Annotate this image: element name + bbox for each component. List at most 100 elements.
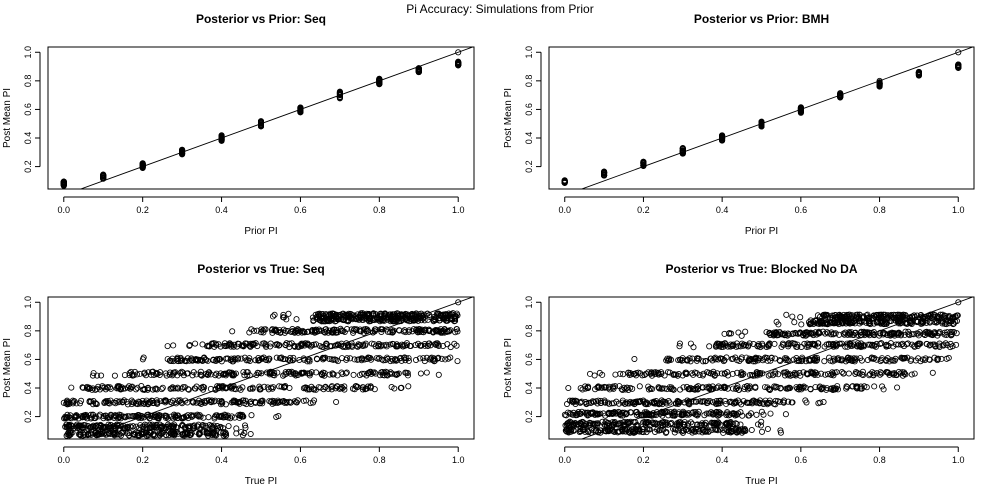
data-point: [361, 356, 368, 363]
data-point: [870, 355, 877, 362]
data-point: [116, 421, 123, 429]
x-tick-label: 1.0: [452, 205, 465, 215]
data-point: [723, 400, 730, 407]
data-point: [852, 368, 860, 376]
y-tick-label: 0.6: [524, 103, 534, 116]
data-point: [170, 385, 177, 392]
x-tick-label: 0.0: [58, 455, 71, 465]
data-point: [104, 431, 111, 438]
scatter-panel: Posterior vs Prior: BMH 0.0 0.2 0.4 0.6 0.8 1.…: [503, 12, 975, 237]
data-point: [127, 423, 134, 430]
data-point: [795, 358, 802, 365]
data-point: [301, 329, 308, 336]
data-point: [763, 329, 770, 336]
data-point: [693, 370, 700, 377]
data-point: [661, 372, 668, 379]
x-tick-label: 0.4: [215, 205, 228, 215]
data-point: [425, 326, 432, 333]
data-point: [202, 422, 209, 429]
data-point: [274, 328, 281, 336]
data-point: [660, 398, 667, 405]
data-point: [640, 425, 647, 432]
data-point: [289, 369, 296, 376]
data-point: [894, 311, 901, 318]
panel-title: Posterior vs Prior: BMH: [694, 12, 829, 26]
data-point: [186, 357, 193, 364]
data-point: [753, 411, 760, 418]
data-point: [869, 314, 876, 321]
data-point: [679, 147, 686, 154]
data-point: [890, 343, 897, 350]
data-point: [752, 372, 759, 379]
data-point: [654, 426, 661, 433]
data-point: [663, 357, 670, 364]
data-point: [642, 410, 649, 418]
data-point: [328, 386, 335, 393]
data-point: [722, 420, 729, 427]
data-point: [748, 371, 755, 379]
data-point: [371, 328, 378, 335]
data-point: [687, 384, 694, 391]
data-point: [733, 427, 740, 434]
data-point: [430, 313, 438, 321]
data-point: [770, 331, 777, 338]
data-point: [455, 49, 462, 56]
data-point: [604, 399, 611, 406]
data-point: [765, 372, 772, 379]
data-point: [876, 80, 883, 87]
data-point: [877, 369, 884, 376]
data-point: [631, 399, 638, 406]
data-point: [376, 78, 383, 85]
data-point: [838, 368, 846, 376]
data-point: [240, 369, 247, 376]
data-point: [611, 420, 618, 427]
data-point: [435, 371, 442, 378]
data-point: [598, 384, 605, 391]
data-point: [232, 356, 239, 363]
data-point: [220, 425, 227, 432]
data-point: [777, 357, 784, 365]
data-point: [98, 372, 105, 379]
data-point: [741, 425, 748, 433]
data-point: [872, 314, 879, 321]
data-point: [442, 356, 449, 363]
data-point: [294, 326, 301, 333]
data-point: [772, 355, 779, 362]
data-point: [938, 355, 945, 362]
data-point: [171, 432, 178, 439]
data-point: [794, 343, 801, 350]
data-point: [822, 330, 829, 337]
data-point: [757, 422, 764, 429]
data-point: [738, 354, 745, 361]
data-point: [295, 344, 302, 351]
data-point: [195, 421, 202, 428]
data-point: [249, 384, 256, 391]
data-point: [624, 384, 631, 391]
x-tick-label: 1.0: [952, 205, 965, 215]
data-point: [418, 312, 425, 320]
data-point: [623, 399, 630, 406]
data-point: [92, 415, 99, 422]
data-point: [807, 317, 814, 324]
data-point: [248, 412, 255, 419]
data-point: [594, 384, 601, 391]
data-point: [253, 371, 260, 379]
data-point: [241, 372, 248, 379]
data-point: [843, 385, 850, 392]
data-point: [84, 432, 91, 439]
data-point: [707, 398, 714, 405]
panel-grid: Posterior vs Prior: Seq 0.0 0.2 0.4 0.6 0.8 1.…: [2, 12, 975, 487]
data-point: [437, 311, 444, 318]
data-point: [694, 421, 701, 429]
data-point: [243, 401, 250, 408]
x-tick-label: 0.6: [795, 455, 808, 465]
data-point: [276, 327, 283, 334]
data-point: [105, 399, 112, 406]
data-point: [604, 419, 611, 427]
data-point: [736, 427, 743, 435]
data-point: [692, 411, 699, 418]
data-point: [721, 385, 728, 392]
data-point: [780, 341, 787, 349]
data-point: [702, 419, 709, 426]
data-point: [716, 409, 723, 416]
